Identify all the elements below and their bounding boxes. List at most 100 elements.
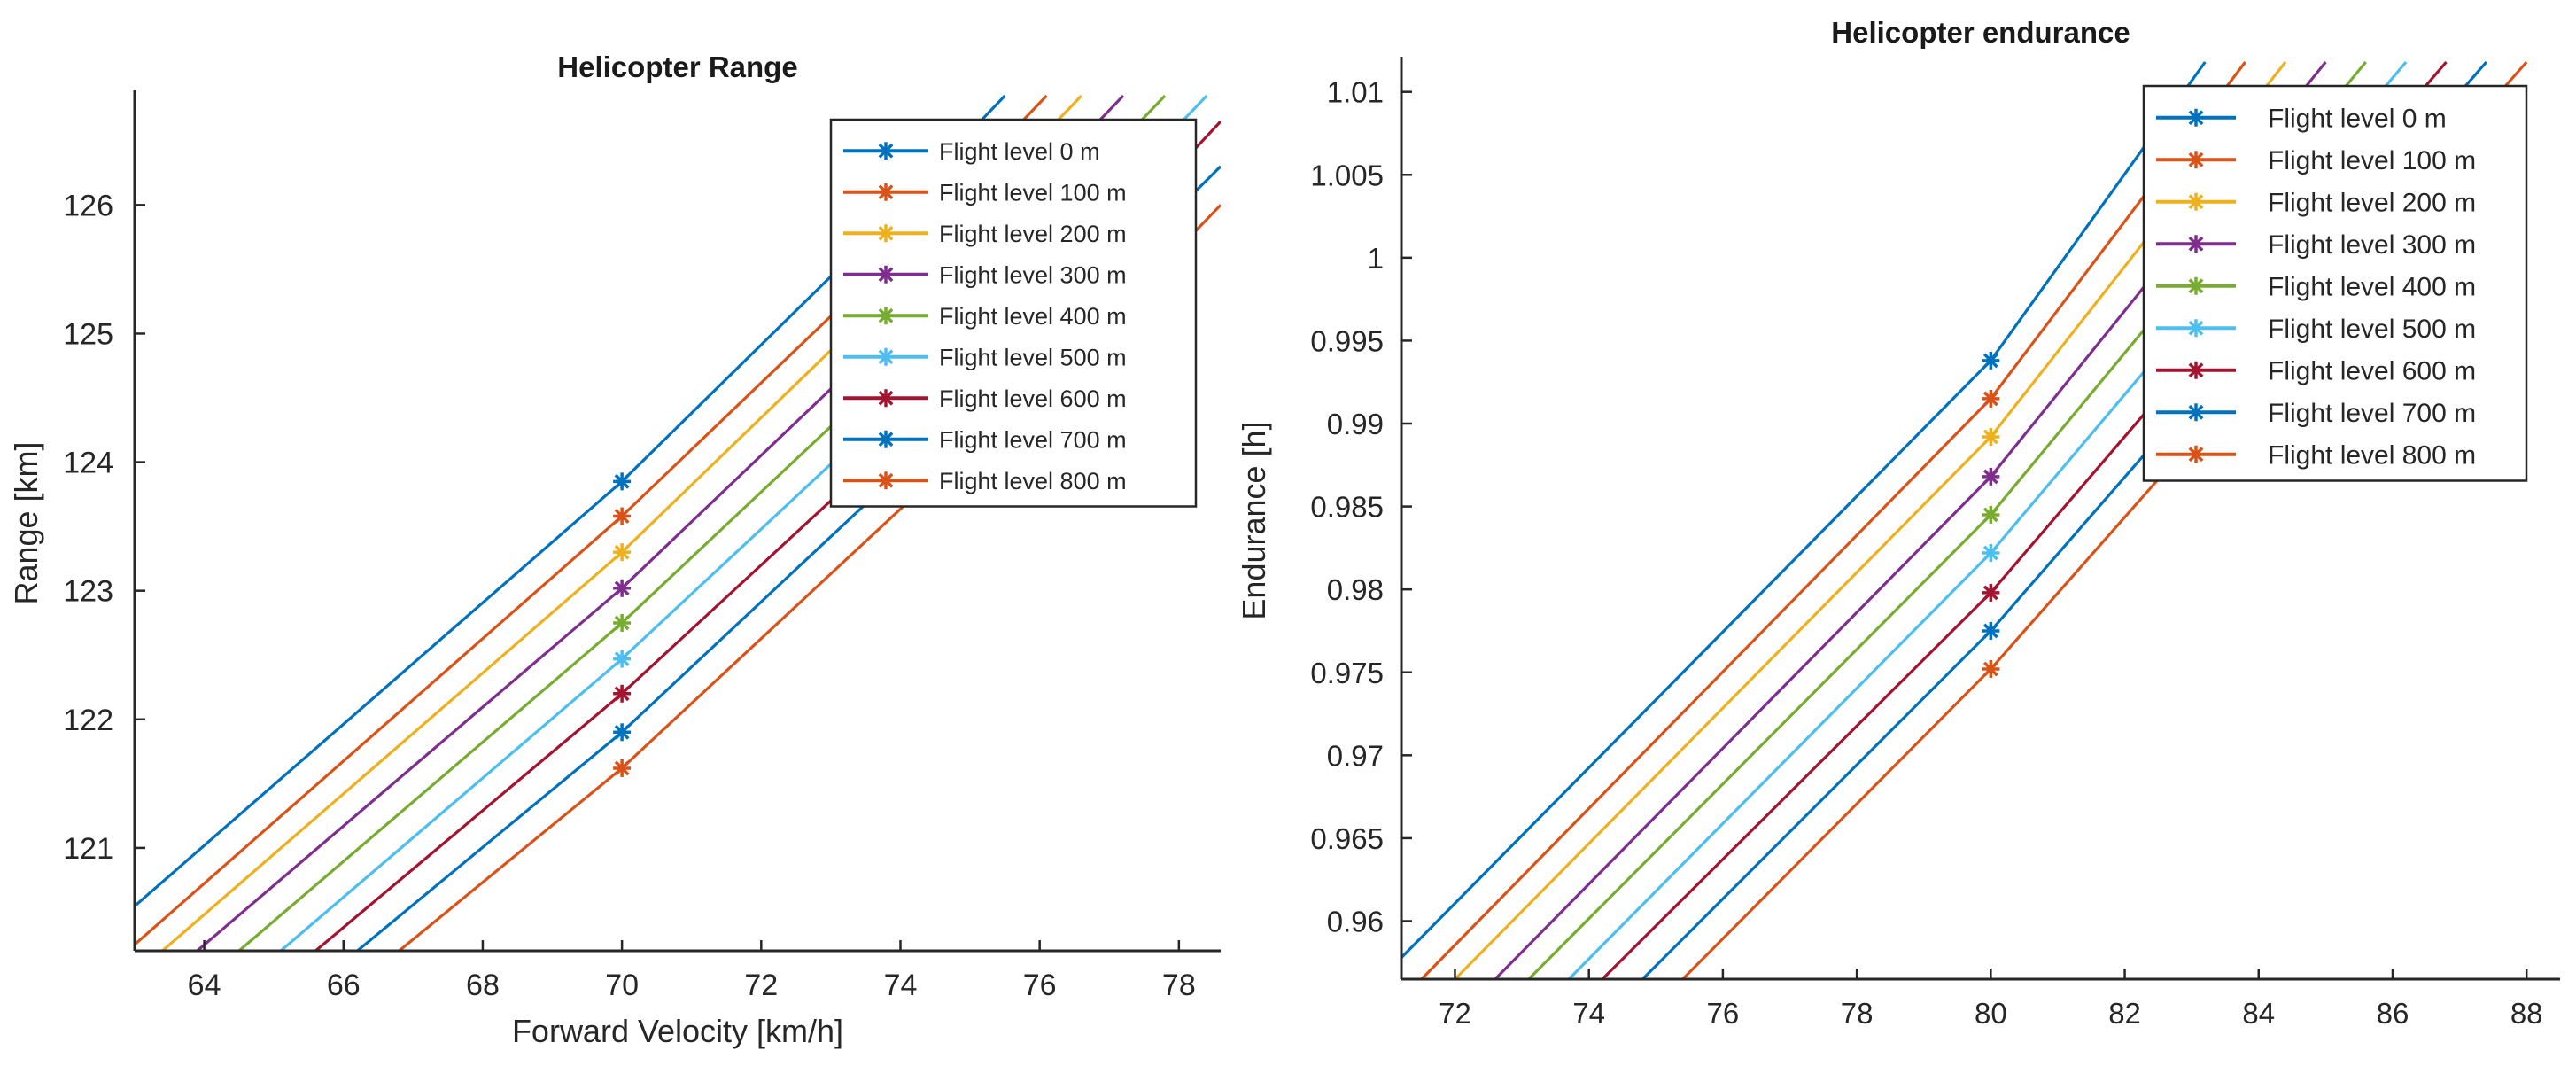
x-tick-label: 72 <box>1439 997 1471 1030</box>
x-tick-label: 76 <box>1023 969 1057 1002</box>
data-point-1 <box>613 507 632 525</box>
x-tick-label: 74 <box>1572 997 1605 1030</box>
y-tick-label: 126 <box>63 189 113 222</box>
legend-label-0: Flight level 0 m <box>939 138 1100 165</box>
data-point-3 <box>1982 467 2000 486</box>
y-tick-label: 0.98 <box>1327 573 1384 606</box>
y-tick-label: 0.99 <box>1327 408 1384 440</box>
legend-marker-1 <box>877 183 895 201</box>
legend-marker-2-d2 <box>878 225 894 241</box>
data-point-1-d2 <box>1982 391 1998 407</box>
x-tick-label: 86 <box>2377 997 2409 1030</box>
x-axis-label: Forward Velocity [km/h] <box>512 1013 843 1049</box>
legend-label-1: Flight level 100 m <box>939 179 1127 206</box>
y-tick-label: 0.97 <box>1327 739 1384 772</box>
legend-marker-5-d2 <box>878 349 894 365</box>
data-point-0-d2 <box>1982 353 1998 369</box>
endurance-chart: 72 74 76 78 80 82 84 86 88 0.96 0.965 0.97 0.975 0.98… <box>1236 16 2560 1030</box>
legend-label-2: Flight level 200 m <box>2268 189 2476 218</box>
range-chart: 64 66 68 70 72 74 76 78 121 122 123 124 125 126 Helico… <box>8 51 1221 1049</box>
data-point-1 <box>1982 389 2000 408</box>
x-tick-label: 68 <box>466 969 500 1002</box>
data-point-7 <box>613 723 632 742</box>
x-tick-label: 84 <box>2242 997 2275 1030</box>
legend: Flight level 0 m Flight level 100 m Flight… <box>2142 84 2528 482</box>
legend-marker-2-d2 <box>2188 194 2204 210</box>
x-tick-label: 74 <box>884 969 918 1002</box>
legend-label-6: Flight level 600 m <box>939 385 1127 412</box>
data-point-0 <box>613 472 632 491</box>
legend-label-1: Flight level 100 m <box>2268 146 2476 175</box>
legend-marker-2 <box>2187 192 2205 211</box>
data-point-2-d2 <box>614 544 630 560</box>
legend-marker-7-d2 <box>878 432 894 447</box>
x-tick-label: 64 <box>188 969 221 1002</box>
legend-marker-6-d2 <box>2188 362 2204 378</box>
data-point-8-d2 <box>1982 661 1998 677</box>
legend-label-5: Flight level 500 m <box>2268 315 2476 344</box>
data-point-5 <box>613 650 632 668</box>
y-tick-label: 124 <box>63 447 113 480</box>
legend-label-2: Flight level 200 m <box>939 221 1127 247</box>
data-point-3 <box>613 579 632 597</box>
data-point-7-d2 <box>614 724 630 740</box>
y-tick-label: 122 <box>63 704 113 737</box>
data-point-4-d2 <box>614 615 630 631</box>
y-tick-label: 121 <box>63 832 113 866</box>
x-tick-label: 88 <box>2510 997 2543 1030</box>
legend-marker-4-d2 <box>2188 278 2204 294</box>
legend-marker-8 <box>877 471 895 490</box>
data-point-6-d2 <box>614 686 630 702</box>
legend-marker-7 <box>2187 403 2205 422</box>
y-tick-label: 125 <box>63 317 113 351</box>
legend-marker-0-d2 <box>2188 110 2204 126</box>
data-point-8 <box>613 759 632 777</box>
y-tick-label: 0.965 <box>1310 822 1384 855</box>
legend-label-3: Flight level 300 m <box>939 261 1127 288</box>
x-tick-label: 80 <box>1975 997 2007 1030</box>
x-tick-label: 72 <box>744 969 778 1002</box>
legend-marker-6-d2 <box>878 390 894 406</box>
legend-label-4: Flight level 400 m <box>2268 273 2476 302</box>
legend-box <box>2142 84 2528 482</box>
legend-marker-8 <box>2187 445 2205 463</box>
data-point-2-d2 <box>1982 429 1998 445</box>
legend-label-8: Flight level 800 m <box>2268 441 2476 471</box>
x-tick-label: 76 <box>1707 997 1740 1030</box>
legend-label-7: Flight level 700 m <box>2268 399 2476 428</box>
x-tick-label: 70 <box>605 969 639 1002</box>
data-point-0 <box>1982 351 2000 370</box>
y-axis-label: Endurance [h] <box>1236 421 1272 619</box>
y-tick-label: 0.985 <box>1310 491 1384 524</box>
chart-title: Helicopter Range <box>557 51 797 83</box>
legend: Flight level 0 m Flight level 100 m Flight… <box>829 118 1198 508</box>
legend-marker-0-d2 <box>878 143 894 159</box>
y-tick-label: 0.995 <box>1310 324 1384 357</box>
legend-label-3: Flight level 300 m <box>2268 230 2476 260</box>
legend-marker-3 <box>877 265 895 284</box>
y-tick-label: 1 <box>1368 242 1384 275</box>
legend-marker-3 <box>2187 235 2205 253</box>
legend-marker-6 <box>2187 361 2205 379</box>
legend-marker-8-d2 <box>2188 447 2204 463</box>
data-point-2 <box>613 543 632 562</box>
data-point-6 <box>613 684 632 703</box>
data-point-5-d2 <box>1982 545 1998 561</box>
data-point-6 <box>1982 583 2000 602</box>
legend-label-8: Flight level 800 m <box>939 468 1127 494</box>
data-point-0-d2 <box>614 473 630 489</box>
legend-marker-7 <box>877 430 895 448</box>
legend-marker-3-d2 <box>2188 236 2204 252</box>
legend-marker-0 <box>877 142 895 160</box>
legend-marker-1 <box>2187 151 2205 169</box>
legend-marker-4-d2 <box>878 307 894 323</box>
legend-marker-5 <box>2187 319 2205 338</box>
legend-marker-1-d2 <box>878 184 894 200</box>
x-tick-label: 66 <box>327 969 361 1002</box>
y-tick-label: 1.01 <box>1327 76 1384 109</box>
y-tick-label: 123 <box>63 575 113 609</box>
data-point-6-d2 <box>1982 585 1998 601</box>
chart-title: Helicopter endurance <box>1831 16 2130 49</box>
y-tick-label: 0.96 <box>1327 905 1384 938</box>
